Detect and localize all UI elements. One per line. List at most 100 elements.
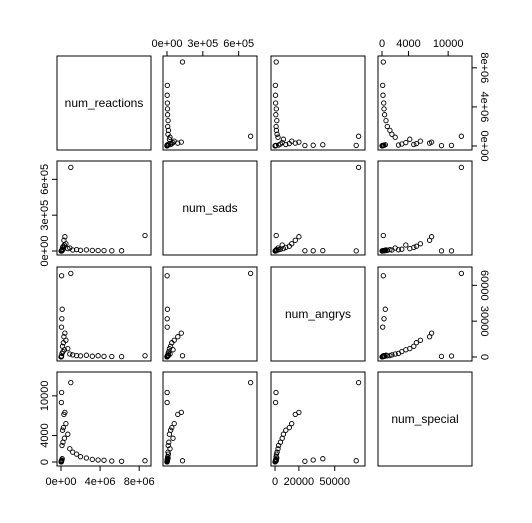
point-num_special-num_sads-3 xyxy=(175,411,181,418)
point-num_sads-num_angrys-24 xyxy=(353,248,359,254)
point-num_special-num_sads-8 xyxy=(170,435,176,441)
y-tick-label-num_sads-1: 3e+05 xyxy=(39,200,51,231)
point-num_reactions-num_special-16 xyxy=(381,112,388,118)
point-num_sads-num_special-7 xyxy=(407,245,413,252)
point-num_angrys-num_reactions-11 xyxy=(67,351,73,357)
point-num_reactions-num_special-25 xyxy=(438,142,445,149)
point-num_reactions-num_sads-16 xyxy=(164,112,171,118)
point-num_sads-num_angrys-21 xyxy=(302,248,308,254)
panel-num_sads-vs-num_special xyxy=(377,160,473,256)
point-num_reactions-num_sads-20 xyxy=(164,82,170,89)
x-tick-label-num_reactions-2: 8e+06 xyxy=(124,476,155,488)
x-tick-label-num_sads-0: 0e+00 xyxy=(152,38,183,50)
point-num_angrys-num_sads-0 xyxy=(179,353,186,359)
point-num_reactions-num_angrys-14 xyxy=(273,123,279,130)
point-num_special-num_sads-26 xyxy=(164,389,170,396)
point-num_sads-num_reactions-19 xyxy=(109,248,115,254)
point-num_sads-num_reactions-15 xyxy=(83,247,90,253)
point-num_special-num_reactions-5 xyxy=(60,424,67,431)
point-num_angrys-num_special-23 xyxy=(382,306,388,312)
point-num_reactions-num_sads-15 xyxy=(165,117,171,124)
x-tick-label-num_reactions-1: 4e+06 xyxy=(85,476,116,488)
x-tick-label-num_special-2: 10000 xyxy=(433,38,464,50)
point-num_special-num_sads-4 xyxy=(171,420,177,427)
point-num_angrys-num_reactions-5 xyxy=(60,340,67,346)
point-num_special-num_reactions-6 xyxy=(59,427,66,433)
point-num_sads-num_special-1 xyxy=(458,164,465,171)
point-num_reactions-num_special-1 xyxy=(458,133,465,139)
point-num_reactions-num_angrys-23 xyxy=(320,142,326,148)
point-num_reactions-num_special-9 xyxy=(399,141,405,147)
point-num_angrys-num_reactions-14 xyxy=(77,353,84,359)
panel-num_angrys-vs-num_reactions xyxy=(56,266,152,362)
point-num_reactions-num_special-14 xyxy=(384,123,390,130)
point-num_reactions-num_special-5 xyxy=(413,140,420,147)
point-num_angrys-num_reactions-22 xyxy=(59,316,65,322)
point-num_reactions-num_sads-19 xyxy=(164,92,170,98)
point-num_reactions-num_angrys-29 xyxy=(272,143,278,149)
point-num_special-num_sads-1 xyxy=(247,379,254,386)
panel-num_angrys-vs-num_sads xyxy=(162,266,258,362)
point-num_reactions-num_special-18 xyxy=(381,100,387,106)
point-num_sads-num_angrys-22 xyxy=(310,248,316,254)
point-num_reactions-num_special-10 xyxy=(395,142,402,148)
point-num_angrys-num_reactions-13 xyxy=(73,352,80,359)
point-num_angrys-num_special-13 xyxy=(387,352,393,359)
point-num_special-num_angrys-11 xyxy=(275,446,281,452)
point-num_special-num_reactions-14 xyxy=(77,454,84,460)
panel-num_sads-vs-num_reactions xyxy=(56,160,152,256)
point-num_sads-num_reactions-14 xyxy=(77,247,84,253)
point-num_sads-num_angrys-23 xyxy=(320,247,326,254)
point-num_angrys-num_reactions-1 xyxy=(68,270,74,277)
point-num_angrys-num_special-26 xyxy=(448,353,455,359)
point-num_reactions-num_angrys-21 xyxy=(302,142,308,149)
point-num_special-num_reactions-18 xyxy=(101,457,107,463)
panel-num_special-vs-num_reactions xyxy=(56,371,152,467)
point-num_special-num_reactions-1 xyxy=(68,379,74,386)
x-tick-label-num_angrys-1: 20000 xyxy=(284,476,315,488)
point-num_reactions-num_angrys-5 xyxy=(286,140,292,147)
point-num_angrys-num_sads-2 xyxy=(178,330,184,336)
panel-num_reactions-vs-num_special xyxy=(377,55,473,151)
point-num_angrys-num_sads-23 xyxy=(164,306,171,312)
x-tick-label-num_special-1: 4000 xyxy=(396,38,420,50)
y-tick-label-num_angrys-1: 30000 xyxy=(478,306,490,337)
point-num_sads-num_reactions-12 xyxy=(70,247,76,253)
point-num_special-num_angrys-13 xyxy=(273,451,280,457)
point-num_angrys-num_special-3 xyxy=(426,334,433,340)
point-num_special-num_reactions-10 xyxy=(59,442,65,449)
diagonal-label-num_special: num_special xyxy=(391,412,458,426)
point-num_reactions-num_angrys-16 xyxy=(273,112,279,118)
point-num_angrys-num_special-22 xyxy=(381,316,387,322)
point-num_angrys-num_special-29 xyxy=(379,354,385,360)
point-num_reactions-num_special-20 xyxy=(380,82,386,89)
point-num_reactions-num_special-3 xyxy=(426,140,433,146)
point-num_special-num_reactions-26 xyxy=(58,389,65,396)
point-num_special-num_reactions-29 xyxy=(58,459,64,465)
point-num_angrys-num_special-25 xyxy=(438,353,445,360)
point-num_reactions-num_angrys-17 xyxy=(273,106,279,112)
point-num_reactions-num_angrys-22 xyxy=(310,142,316,148)
point-num_sads-num_reactions-2 xyxy=(62,234,68,240)
point-num_sads-num_reactions-29 xyxy=(58,248,64,254)
point-num_angrys-num_reactions-0 xyxy=(142,353,148,359)
point-num_angrys-num_reactions-21 xyxy=(58,324,65,330)
point-num_special-num_sads-7 xyxy=(166,431,173,437)
point-num_angrys-num_sads-5 xyxy=(169,340,175,346)
point-num_special-num_sads-0 xyxy=(179,458,186,464)
point-num_sads-num_special-29 xyxy=(379,248,385,254)
point-num_angrys-num_sads-3 xyxy=(175,334,181,340)
point-num_angrys-num_special-6 xyxy=(411,343,417,349)
point-num_special-num_angrys-3 xyxy=(292,411,298,418)
y-tick-label-num_angrys-0: 0 xyxy=(478,354,490,360)
point-num_sads-num_reactions-17 xyxy=(95,247,101,254)
x-tick-label-num_sads-1: 3e+05 xyxy=(187,38,218,50)
point-num_reactions-num_sads-29 xyxy=(164,143,170,149)
point-num_sads-num_reactions-18 xyxy=(101,247,107,254)
point-num_special-num_reactions-20 xyxy=(118,458,125,464)
point-num_sads-num_reactions-1 xyxy=(68,164,74,171)
point-num_reactions-num_angrys-0 xyxy=(273,59,279,65)
y-tick-label-num_special-0: 0 xyxy=(39,459,51,465)
point-num_sads-num_special-26 xyxy=(448,248,455,254)
